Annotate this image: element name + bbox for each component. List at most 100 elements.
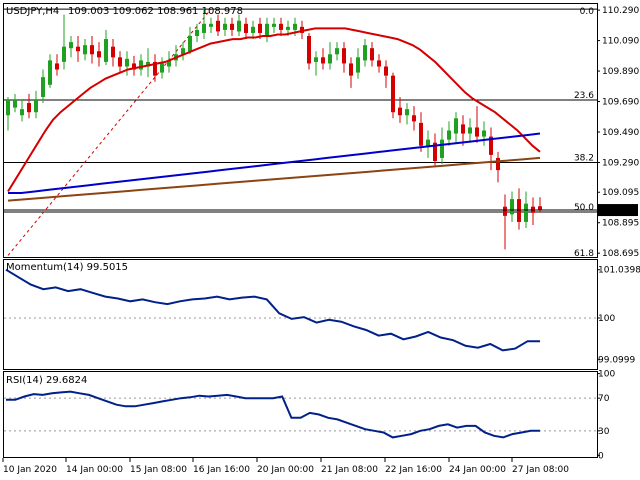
candle-body-1 [13, 100, 17, 108]
candle-body-20 [146, 61, 150, 67]
candle-body-4 [34, 100, 38, 113]
rsi-tick-label-1: 70 [598, 394, 610, 404]
time-tick-label-4: 20 Jan 00:00 [257, 465, 314, 475]
candle-body-2 [20, 109, 24, 116]
candle-body-48 [342, 48, 346, 64]
time-tick-label-8: 27 Jan 08:00 [512, 465, 569, 475]
candle-body-38 [272, 23, 276, 27]
rsi-tick-label-2: 30 [598, 427, 610, 437]
candle-body-41 [293, 23, 297, 30]
candle-body-40 [286, 26, 290, 30]
candle-body-31 [223, 23, 227, 30]
candle-body-37 [265, 23, 269, 37]
ma-line-2 [7, 156, 541, 202]
candle-body-71 [503, 206, 507, 216]
momentum-panel: 101.0398 100 99.0999 [4, 266, 640, 366]
moving-averages [7, 27, 541, 202]
candle-body-53 [377, 60, 381, 67]
candle-body-72 [510, 199, 514, 215]
candle-body-65 [461, 124, 465, 134]
price-tick-label-5: 109.290 [602, 159, 639, 169]
candle-body-19 [139, 60, 143, 70]
candle-body-66 [468, 127, 472, 134]
fib-label-4: 61.8 [574, 249, 594, 259]
candle-body-23 [167, 60, 171, 67]
momentum-tick-label-1: 100 [598, 314, 615, 324]
candle-body-0 [6, 100, 10, 116]
price-axis: 110.290 110.090 109.890 109.690 109.490 109.2… [4, 6, 639, 259]
candle-body-15 [111, 46, 115, 58]
candle-body-28 [202, 23, 206, 33]
candle-body-35 [251, 26, 255, 33]
candle-body-33 [237, 20, 241, 32]
rsi-line [6, 390, 540, 439]
fibonacci-levels: 0.0 23.6 38.2 50.0 61.8 [4, 7, 597, 259]
rsi-tick-label-0: 100 [598, 370, 615, 380]
time-tick-label-6: 22 Jan 16:00 [385, 465, 442, 475]
candle-body-55 [391, 75, 395, 113]
candle-body-47 [335, 48, 339, 55]
fib-label-1: 23.6 [574, 91, 594, 101]
rsi-tick-label-3: 0 [598, 451, 604, 461]
chart-title-ohlc: 109.003 109.062 108.961 108.978 [68, 6, 243, 17]
candle-body-10 [76, 46, 80, 52]
candle-body-64 [454, 118, 458, 134]
price-tick-label-4: 109.490 [602, 128, 639, 138]
candle-body-63 [447, 130, 451, 140]
candle-body-50 [356, 57, 360, 73]
chart-title-symbol: USDJPY,H4 [6, 6, 59, 17]
candle-body-68 [482, 130, 486, 137]
rsi-panel: 100 70 30 0 [4, 370, 615, 461]
candle-body-11 [83, 45, 87, 55]
candle-body-46 [328, 54, 332, 64]
candle-body-54 [384, 66, 388, 76]
candle-body-30 [216, 20, 220, 32]
candle-body-74 [524, 203, 528, 222]
time-tick-label-1: 14 Jan 00:00 [66, 465, 123, 475]
candle-body-12 [90, 45, 94, 55]
candle-body-16 [118, 57, 122, 67]
price-tick-label-7: 108.895 [602, 219, 639, 229]
candle-body-39 [279, 23, 283, 30]
momentum-tick-label-2: 99.0999 [598, 356, 635, 366]
candle-body-59 [419, 122, 423, 146]
candle-body-32 [230, 23, 234, 30]
price-tick-label-3: 109.690 [602, 98, 639, 108]
time-tick-label-5: 21 Jan 08:00 [321, 465, 378, 475]
candle-body-45 [321, 57, 325, 64]
momentum-line [5, 268, 540, 352]
price-tick-label-1: 110.090 [602, 37, 639, 47]
candle-body-26 [188, 36, 192, 52]
candle-body-76 [538, 206, 542, 211]
candle-body-43 [307, 36, 311, 64]
candle-body-25 [181, 48, 185, 55]
main-panel-frame [3, 3, 598, 258]
candle-body-57 [405, 109, 409, 116]
candle-body-67 [475, 127, 479, 137]
momentum-title: Momentum(14) 99.5015 [6, 262, 128, 273]
price-tick-label-8: 108.695 [602, 249, 639, 259]
candle-body-61 [433, 142, 437, 161]
trend-line-segment [7, 8, 212, 256]
current-price-label: 108.978 [600, 206, 637, 216]
candle-body-13 [97, 51, 101, 58]
candle-body-3 [27, 103, 31, 113]
candle-body-5 [41, 77, 45, 97]
candle-body-69 [489, 136, 493, 155]
candle-body-27 [195, 29, 199, 37]
candle-body-52 [370, 48, 374, 61]
candle-body-49 [349, 63, 353, 76]
rsi-panel-frame [3, 371, 598, 458]
candle-body-51 [363, 45, 367, 61]
candle-body-18 [132, 63, 136, 70]
price-tick-label-0: 110.290 [602, 6, 639, 16]
candle-body-42 [300, 26, 304, 33]
fib-label-3: 50.0 [574, 203, 594, 213]
ma-line-1 [8, 132, 541, 194]
candle-body-58 [412, 115, 416, 122]
candle-body-8 [62, 46, 66, 62]
time-axis: 10 Jan 2020 14 Jan 00:00 15 Jan 08:00 16 Ja… [2, 458, 569, 475]
candle-body-22 [160, 63, 164, 73]
time-tick-label-7: 24 Jan 00:00 [449, 465, 506, 475]
